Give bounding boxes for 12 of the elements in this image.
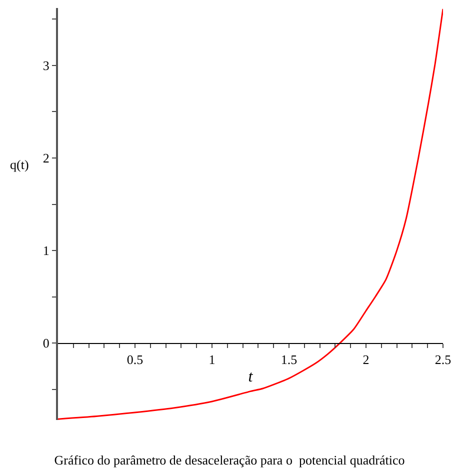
x-tick-label: 2 bbox=[362, 352, 370, 367]
x-tick-label: 1 bbox=[208, 352, 216, 367]
y-tick-label: 2 bbox=[42, 150, 50, 166]
y-tick-label: 3 bbox=[42, 58, 50, 73]
y-tick-label: 1 bbox=[42, 243, 50, 258]
text: Gráfico do parâmetro de desaceleração para o potencial quadrático bbox=[54, 452, 405, 468]
y-tick-label: 0 bbox=[42, 336, 50, 351]
y-axis-title: q(t) bbox=[10, 157, 29, 172]
x-tick-label: 1.5 bbox=[280, 352, 298, 367]
x-tick-label: 2.5 bbox=[434, 352, 452, 367]
x-axis-title: t bbox=[248, 368, 254, 386]
x-tick-label: 0.5 bbox=[126, 352, 144, 367]
